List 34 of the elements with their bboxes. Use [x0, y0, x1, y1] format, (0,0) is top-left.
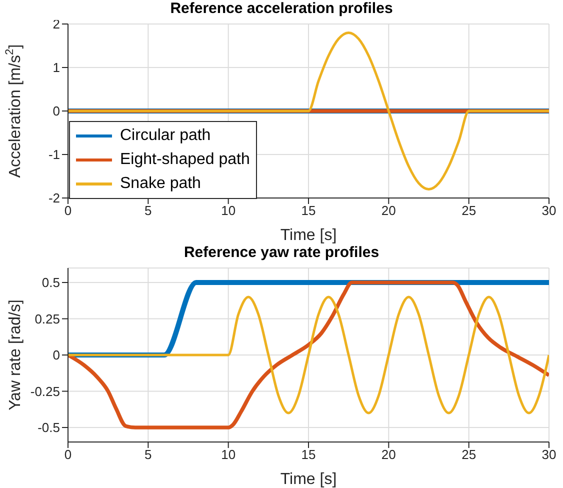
chart-title: Reference yaw rate profiles [182, 244, 380, 263]
y-tick-label: -0.25 [30, 384, 60, 399]
x-tick-label: 5 [144, 203, 152, 218]
x-tick-label: 15 [301, 203, 316, 218]
x-tick-label: 15 [301, 447, 316, 462]
y-tick-label: 0 [52, 348, 60, 363]
line-series [68, 31, 549, 191]
chart-title: Reference acceleration profiles [170, 0, 393, 17]
x-tick-label: 0 [64, 447, 72, 462]
x-tick-label: 0 [64, 203, 72, 218]
line-series [68, 296, 549, 414]
legend-label: Eight-shaped path [120, 151, 250, 169]
y-tick-label: -2 [48, 190, 60, 206]
x-tick-label: 25 [462, 447, 476, 462]
line-series [68, 280, 549, 430]
x-tick-label: 25 [462, 203, 476, 218]
y-tick-label: -1 [48, 147, 60, 162]
x-tick-label: 10 [221, 203, 236, 218]
x-axis-title: Time [s] [280, 471, 337, 488]
x-tick-label: 10 [221, 447, 236, 462]
y-tick-label: 0.25 [34, 311, 60, 326]
legend-label: Circular path [120, 127, 211, 145]
y-tick-label: -0.5 [38, 420, 60, 436]
y-tick-label: 1 [52, 60, 60, 76]
x-tick-label: 20 [381, 203, 396, 218]
x-axis-title: Time [s] [280, 227, 337, 244]
x-tick-label: 5 [144, 447, 152, 462]
x-tick-label: 30 [542, 447, 556, 462]
x-tick-label: 30 [542, 203, 556, 218]
x-tick-label: 20 [381, 447, 396, 462]
legend-label: Snake path [120, 175, 201, 193]
y-tick-label: 0 [52, 104, 60, 119]
y-tick-label: 0.5 [42, 275, 60, 290]
y-axis-title: Yaw rate [rad/s] [7, 300, 24, 410]
